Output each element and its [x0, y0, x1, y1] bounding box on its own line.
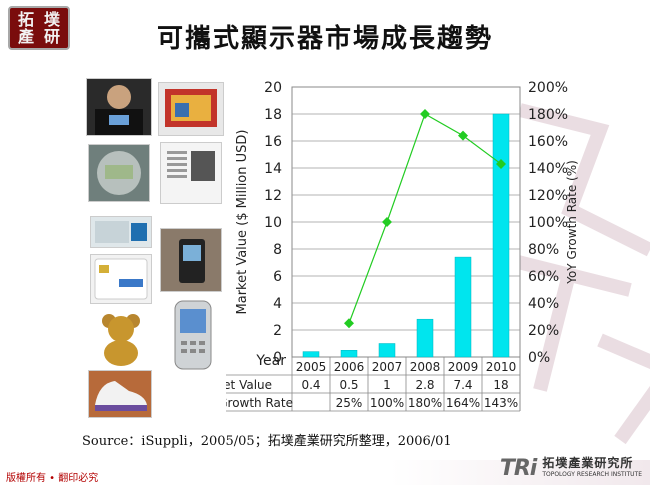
logo-char: 墣 [43, 10, 60, 29]
y-tick-label: 14 [264, 161, 282, 177]
photo-mobile-phone [170, 298, 216, 372]
y-tick-label: 0 [273, 350, 282, 366]
point-yoy-growth [344, 318, 354, 329]
brand-chinese-name: 拓墣產業研究所 [542, 455, 634, 470]
y-tick-label: 4 [273, 296, 282, 312]
bar-market-value [416, 318, 434, 358]
data-label-yoy-growth: 100% [370, 396, 404, 410]
y-tick-label: 18 [264, 107, 282, 123]
y2-tick-label: 40% [528, 296, 559, 312]
source-note: Source：iSuppli，2005/05；拓墣產業研究所整理，2006/01 [82, 434, 452, 449]
y2-tick-label: 60% [528, 269, 559, 285]
data-label-market-value: 18 [493, 378, 508, 392]
x-tick-label: 2005 [296, 360, 327, 374]
y2-tick-label: 200% [528, 80, 568, 96]
y2-tick-label: 100% [528, 215, 568, 231]
y-tick-label: 10 [264, 215, 282, 231]
y2-tick-label: 0% [528, 350, 550, 366]
logo-char: 研 [43, 27, 60, 46]
photo-teddy-bear [90, 308, 152, 368]
y-tick-label: 8 [273, 242, 282, 258]
bar-market-value [378, 343, 396, 358]
photo-flexible-display [158, 82, 224, 136]
y2-tick-label: 120% [528, 188, 568, 204]
photo-smart-card-display [90, 254, 152, 304]
data-label-market-value: 1 [383, 378, 391, 392]
data-label-yoy-growth: 143% [484, 396, 518, 410]
legend-label-yoy: YoY Growth Rate [226, 396, 293, 410]
photo-shelf-label [90, 216, 152, 248]
bar-market-value [340, 350, 358, 358]
brand-block: TRi 拓墣產業研究所 TOPOLOGY RESEARCH INSTITUTE [500, 456, 642, 481]
brand-english-name: TOPOLOGY RESEARCH INSTITUTE [542, 470, 642, 478]
x-tick-label: 2010 [486, 360, 517, 374]
legend-label-market-value: Market Value [226, 378, 272, 392]
bar-market-value [454, 256, 472, 358]
y2-tick-label: 180% [528, 107, 568, 123]
photo-wearable-display [86, 78, 152, 136]
x-tick-label: 2009 [448, 360, 479, 374]
data-label-yoy-growth: 164% [446, 396, 480, 410]
data-label-market-value: 0.4 [301, 378, 320, 392]
x-tick-label: 2008 [410, 360, 441, 374]
bar-market-value [492, 113, 510, 358]
point-yoy-growth [496, 158, 506, 169]
y2-tick-label: 80% [528, 242, 559, 258]
data-label-market-value: 2.8 [415, 378, 434, 392]
bar-market-value [302, 351, 320, 358]
point-yoy-growth [458, 130, 468, 141]
logo-char: 產 [17, 27, 34, 46]
y-tick-label: 12 [264, 188, 282, 204]
brand-logo: TRi [499, 456, 537, 481]
x-tick-label: 2007 [372, 360, 403, 374]
y2-tick-label: 20% [528, 323, 559, 339]
photo-handheld-device [160, 228, 222, 292]
y-tick-label: 2 [273, 323, 282, 339]
page-title: 可攜式顯示器市場成長趨勢 [156, 24, 493, 54]
data-label-yoy-growth: 25% [336, 396, 363, 410]
y2-tick-label: 140% [528, 161, 568, 177]
logo-char: 拓 [17, 10, 34, 29]
category-axis-title: Year [255, 353, 286, 369]
y-tick-label: 16 [264, 134, 282, 150]
y-tick-label: 20 [264, 80, 282, 96]
copyright-text: 版權所有 • 翻印必究 [6, 473, 99, 484]
x-tick-label: 2006 [334, 360, 365, 374]
footer-bar [0, 460, 650, 485]
point-yoy-growth [420, 109, 430, 119]
y-axis-title: Market Value ($ Million USD) [235, 130, 250, 315]
y-tick-label: 6 [273, 269, 282, 285]
data-label-market-value: 7.4 [453, 378, 472, 392]
company-logo: 拓 墣 產 研 [8, 6, 70, 50]
market-chart: 024681012141618200%20%40%60%80%100%120%1… [226, 80, 579, 412]
photo-epaper-newspaper [160, 142, 222, 204]
photo-sneaker [88, 370, 152, 418]
photo-meter-display [88, 144, 150, 202]
data-label-market-value: 0.5 [339, 378, 358, 392]
y2-tick-label: 160% [528, 134, 568, 150]
product-photo-collage [86, 78, 224, 418]
point-yoy-growth [382, 217, 392, 227]
data-label-yoy-growth: 180% [408, 396, 442, 410]
y2-axis-title: YoY Growth Rate (%) [565, 160, 579, 285]
